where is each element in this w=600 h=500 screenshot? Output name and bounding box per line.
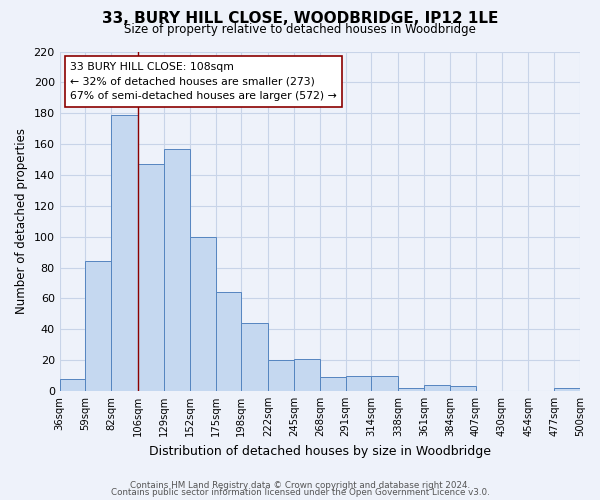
Bar xyxy=(85,262,111,391)
Bar xyxy=(346,376,371,391)
Bar xyxy=(138,164,164,391)
Bar xyxy=(450,386,476,391)
Bar xyxy=(241,323,268,391)
Bar xyxy=(190,236,215,391)
Bar xyxy=(371,376,398,391)
Bar xyxy=(164,148,190,391)
Bar xyxy=(268,360,294,391)
Bar xyxy=(59,378,85,391)
Text: Contains HM Land Registry data © Crown copyright and database right 2024.: Contains HM Land Registry data © Crown c… xyxy=(130,480,470,490)
Bar xyxy=(111,115,138,391)
X-axis label: Distribution of detached houses by size in Woodbridge: Distribution of detached houses by size … xyxy=(149,444,491,458)
Bar xyxy=(294,358,320,391)
Bar xyxy=(398,388,424,391)
Bar xyxy=(215,292,241,391)
Bar xyxy=(554,388,580,391)
Y-axis label: Number of detached properties: Number of detached properties xyxy=(15,128,28,314)
Bar xyxy=(424,385,450,391)
Text: 33, BURY HILL CLOSE, WOODBRIDGE, IP12 1LE: 33, BURY HILL CLOSE, WOODBRIDGE, IP12 1L… xyxy=(102,11,498,26)
Text: Contains public sector information licensed under the Open Government Licence v3: Contains public sector information licen… xyxy=(110,488,490,497)
Text: Size of property relative to detached houses in Woodbridge: Size of property relative to detached ho… xyxy=(124,22,476,36)
Text: 33 BURY HILL CLOSE: 108sqm
← 32% of detached houses are smaller (273)
67% of sem: 33 BURY HILL CLOSE: 108sqm ← 32% of deta… xyxy=(70,62,337,102)
Bar xyxy=(320,377,346,391)
